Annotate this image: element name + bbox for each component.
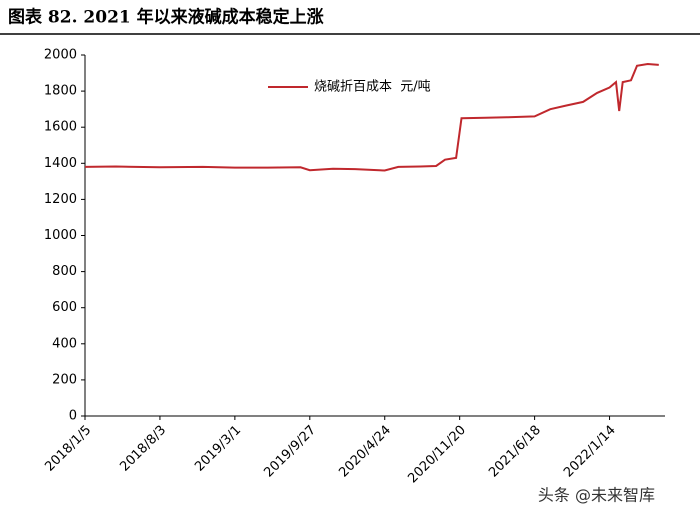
watermark: 头条 @未来智库 xyxy=(538,486,655,505)
y-tick-label: 1000 xyxy=(44,228,77,243)
y-tick-label: 200 xyxy=(52,372,77,387)
y-tick-label: 400 xyxy=(52,336,77,351)
y-tick-label: 800 xyxy=(52,264,77,279)
y-tick-label: 1600 xyxy=(44,120,77,135)
y-tick-label: 0 xyxy=(69,409,77,424)
chart-title: 图表 82. 2021 年以来液碱成本稳定上涨 xyxy=(8,7,324,28)
y-tick-label: 2000 xyxy=(44,48,77,63)
x-tick-label: 2020/11/20 xyxy=(405,423,469,487)
legend-label: 烧碱折百成本 元/吨 xyxy=(314,80,431,95)
y-tick-label: 1400 xyxy=(44,156,77,171)
x-tick-label: 2019/3/1 xyxy=(192,423,244,475)
x-tick-label: 2021/6/18 xyxy=(486,423,544,481)
x-tick-label: 2020/4/24 xyxy=(336,423,394,481)
x-tick-label: 2022/1/14 xyxy=(561,423,619,481)
y-tick-label: 1800 xyxy=(44,84,77,99)
data-line xyxy=(84,62,659,172)
x-tick-label: 2018/1/5 xyxy=(42,423,94,475)
y-tick-label: 1200 xyxy=(44,192,77,207)
y-tick-label: 600 xyxy=(52,300,77,315)
x-tick-label: 2018/8/3 xyxy=(117,423,169,475)
x-tick-label: 2019/9/27 xyxy=(261,423,319,481)
